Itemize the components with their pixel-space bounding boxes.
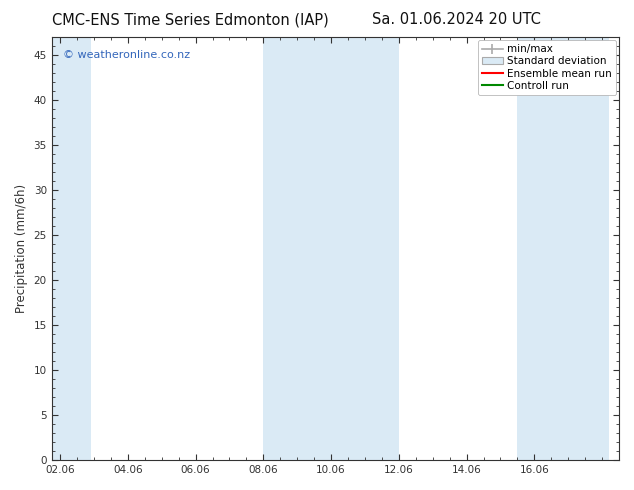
- Text: © weatheronline.co.nz: © weatheronline.co.nz: [63, 50, 190, 60]
- Bar: [331, 37, 399, 460]
- Bar: [568, 37, 609, 460]
- Text: Sa. 01.06.2024 20 UTC: Sa. 01.06.2024 20 UTC: [372, 12, 541, 27]
- Bar: [517, 37, 568, 460]
- Bar: [263, 37, 331, 460]
- Text: CMC-ENS Time Series Edmonton (IAP): CMC-ENS Time Series Edmonton (IAP): [52, 12, 328, 27]
- Bar: [53, 37, 91, 460]
- Legend: min/max, Standard deviation, Ensemble mean run, Controll run: min/max, Standard deviation, Ensemble me…: [478, 40, 616, 95]
- Y-axis label: Precipitation (mm/6h): Precipitation (mm/6h): [15, 184, 28, 313]
